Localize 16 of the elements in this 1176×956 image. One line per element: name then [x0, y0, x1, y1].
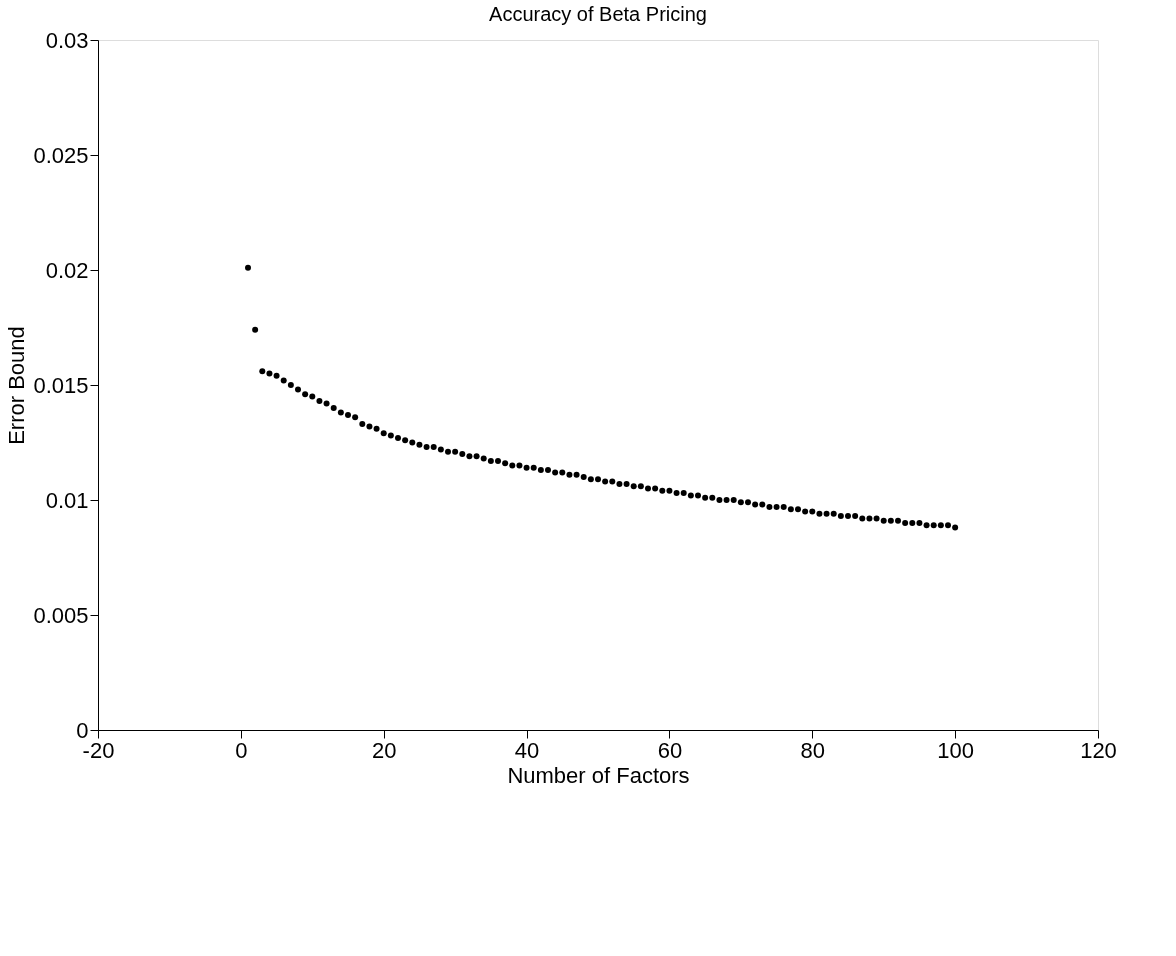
y-tick-label: 0.02 [45, 257, 89, 283]
y-tick-label: 0.01 [45, 487, 89, 513]
chart-title: Accuracy of Beta Pricing [489, 3, 707, 25]
y-tick-label: 0.025 [33, 142, 89, 168]
x-axis-title: Number of Factors [507, 762, 690, 788]
y-axis-title: Error Bound [4, 326, 30, 445]
x-tick-label: 100 [937, 737, 974, 763]
x-tick-label: 40 [514, 737, 540, 763]
y-tick-label: 0.015 [33, 372, 89, 398]
x-tick-label: 80 [800, 737, 826, 763]
x-tick-label: 20 [371, 737, 397, 763]
x-tick-label: 0 [235, 737, 248, 763]
x-tick-label: 60 [657, 737, 683, 763]
y-tick-label: 0.005 [33, 602, 89, 628]
y-tick-label: 0.03 [45, 27, 89, 53]
x-tick-label: 120 [1080, 737, 1117, 763]
